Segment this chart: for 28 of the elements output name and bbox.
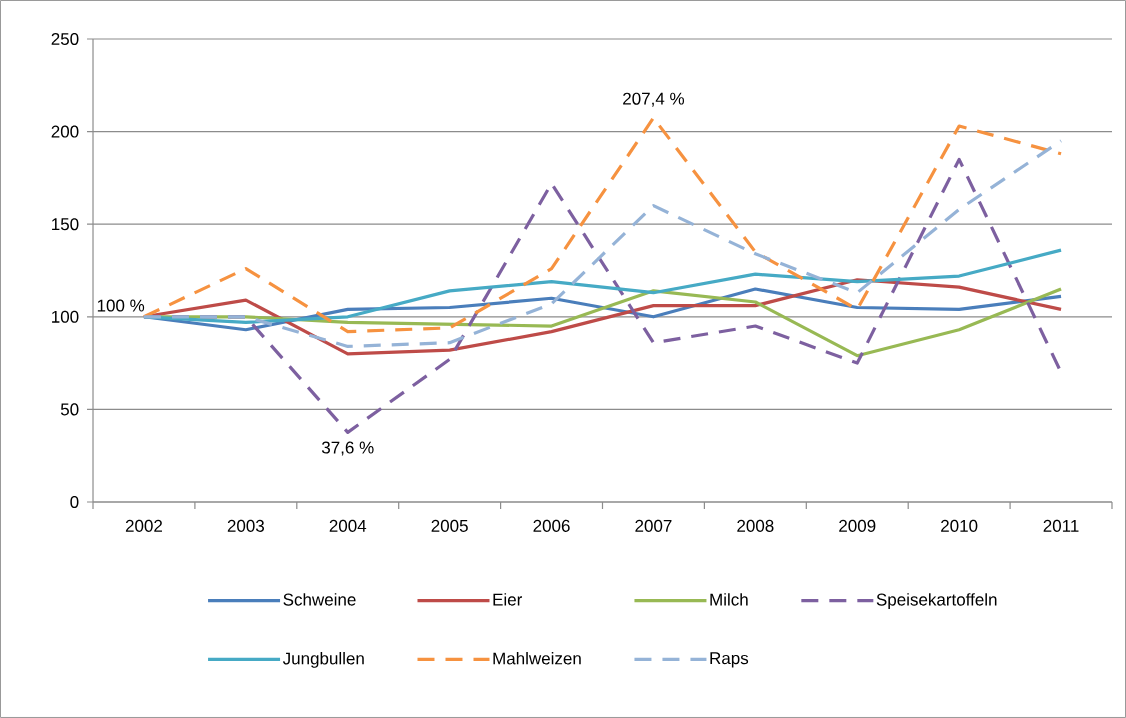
x-tick-label: 2003 <box>227 519 265 532</box>
annotation: 37,6 % <box>321 441 374 456</box>
x-tick-label: 2004 <box>329 519 367 532</box>
x-tick-label: 2009 <box>839 519 876 532</box>
y-tick-label: 150 <box>52 218 79 231</box>
legend-label: Raps <box>710 652 749 668</box>
x-tick-label: 2006 <box>533 519 570 532</box>
legend-label: Milch <box>710 593 748 606</box>
annotation: 100 % <box>97 299 145 312</box>
y-tick-label: 200 <box>51 125 79 138</box>
x-tick-label: 2002 <box>125 519 162 532</box>
x-tick-label: 2007 <box>635 519 672 532</box>
line-series <box>142 116 1063 334</box>
y-tick-label: 0 <box>70 495 79 509</box>
y-tick-label: 250 <box>51 32 79 46</box>
line-series <box>142 139 1063 349</box>
legend-label: Schweine <box>283 593 356 606</box>
x-tick-label: 2008 <box>737 519 774 532</box>
legend-label: Eier <box>493 593 523 606</box>
legend-label: Jungbullen <box>282 652 364 668</box>
y-tick-label: 50 <box>60 403 79 416</box>
x-tick-label: 2011 <box>1043 519 1079 532</box>
legend-label: Speisekartoffeln <box>876 593 997 609</box>
annotation: 207,4 % <box>623 92 685 107</box>
x-tick-label: 2010 <box>941 519 978 532</box>
legend-label: Mahlweizen <box>493 652 581 665</box>
x-tick-label: 2005 <box>431 519 468 532</box>
y-tick-label: 100 <box>52 310 79 323</box>
